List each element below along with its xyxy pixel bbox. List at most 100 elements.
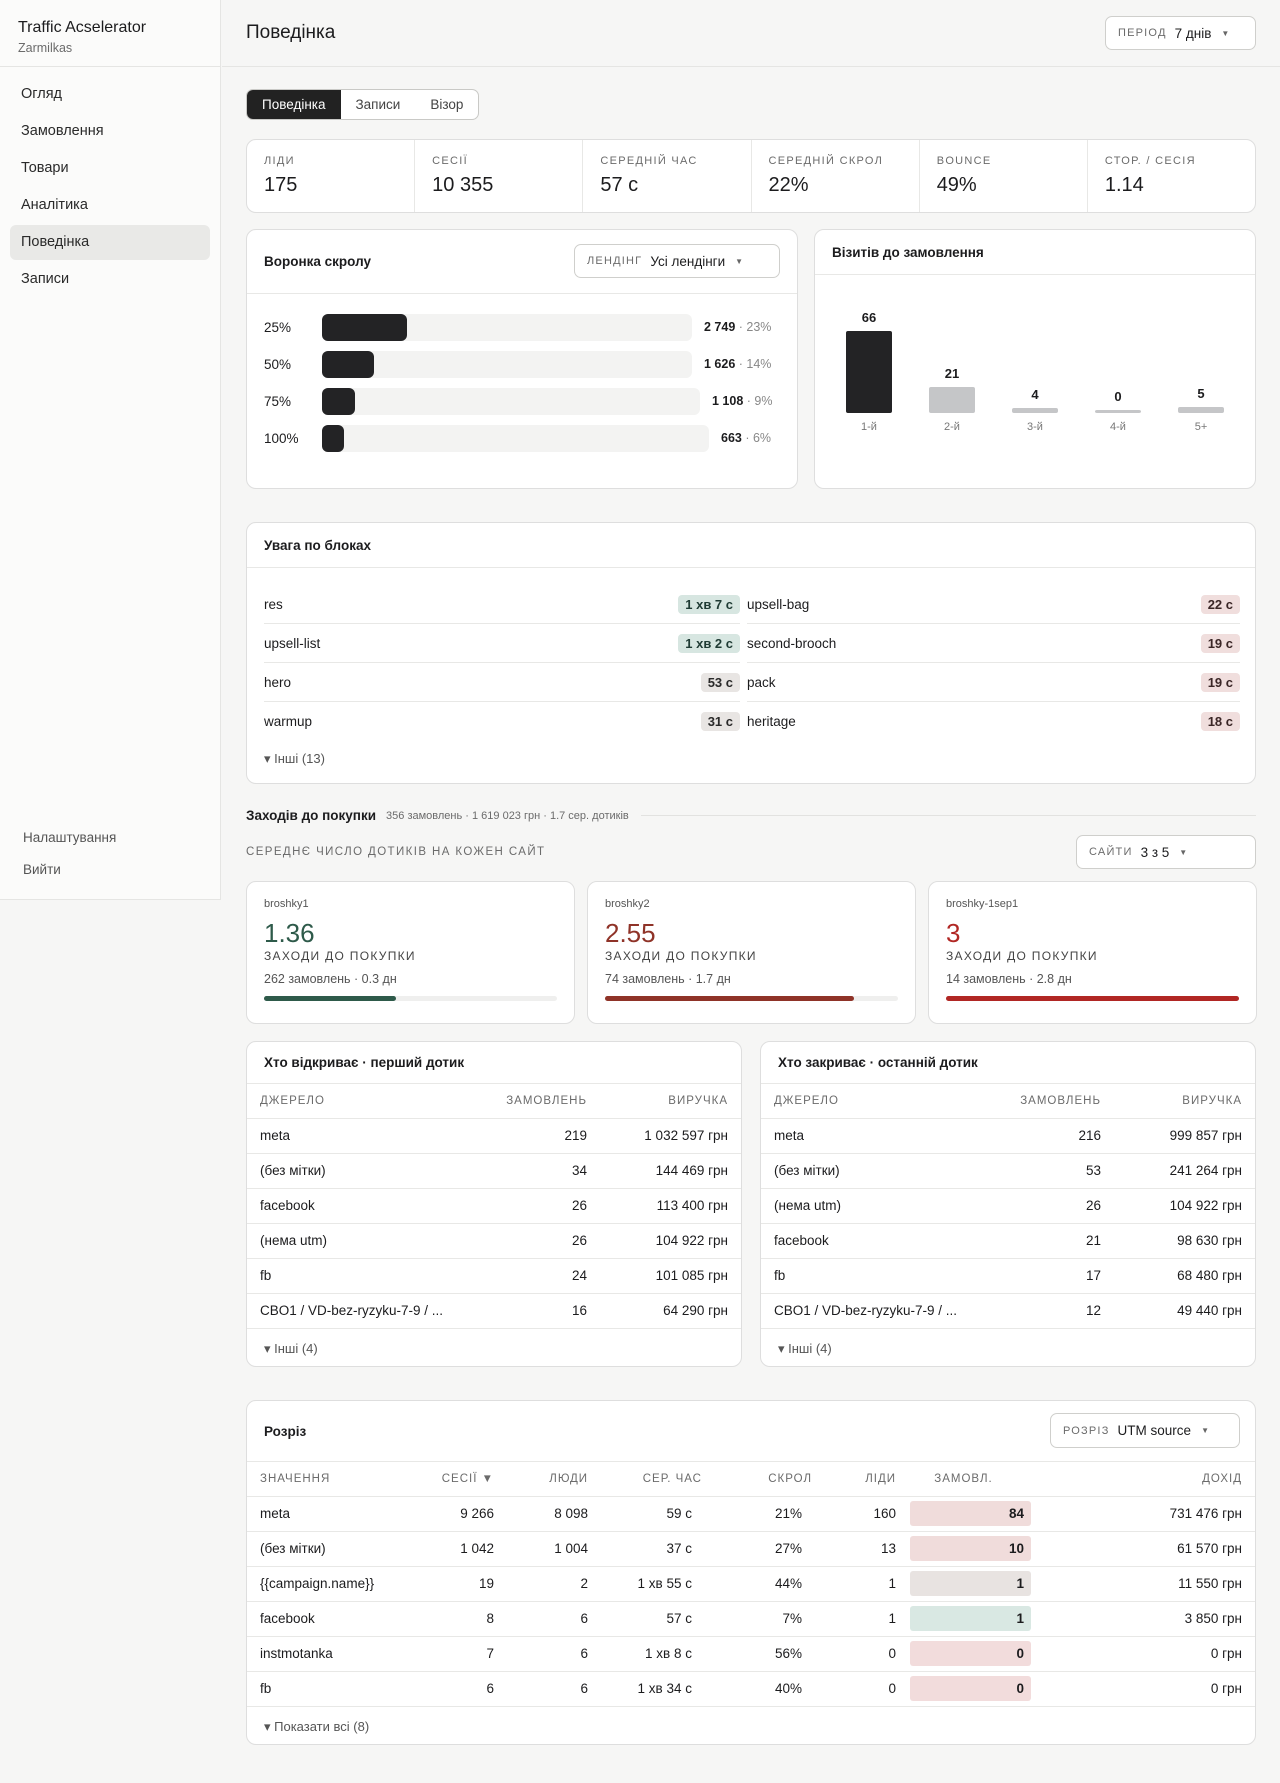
revenue-cell: 104 922 грн — [587, 1223, 741, 1259]
revenue-cell: 999 857 грн — [1101, 1118, 1255, 1154]
funnel-count-value: 663 — [721, 431, 742, 445]
source-cell: (без мітки) — [247, 1153, 487, 1189]
block-name: res — [264, 596, 283, 612]
block-name: upsell-list — [264, 635, 321, 651]
slice-select-value: UTM source — [1117, 1423, 1192, 1438]
header: Поведінка Період 7 днів ▼ — [222, 0, 1280, 67]
orders-cell: 17 — [1001, 1258, 1101, 1294]
column-header: Замовлень — [1001, 1084, 1101, 1119]
table-row: (без мітки) 53 241 264 грн — [761, 1153, 1255, 1189]
sidebar-item-products[interactable]: Товари — [21, 160, 69, 176]
attention-header: Увага по блоках — [247, 523, 1255, 568]
sites-select[interactable]: Сайти 3 з 5 ▼ — [1076, 835, 1256, 869]
landing-select[interactable]: Лендінг Усі лендінги ▼ — [574, 244, 780, 278]
attention-row: pack 19 с — [747, 663, 1240, 702]
visits-category-label: 1-й — [861, 421, 877, 433]
block-name: upsell-bag — [747, 596, 810, 612]
sites-label: Сайти — [1089, 846, 1133, 858]
brand-subtitle: Zarmilkas — [18, 41, 73, 55]
site-progress-bar — [264, 996, 557, 1001]
column-header-orders: Замовл. — [896, 1462, 1031, 1497]
people-cell: 1 004 — [494, 1531, 588, 1567]
column-header-value: Значення — [247, 1462, 422, 1497]
source-cell: fb — [247, 1258, 487, 1294]
last-touch-header: Хто закриває · останній дотик — [761, 1042, 1255, 1084]
sidebar-item-overview[interactable]: Огляд — [21, 86, 63, 102]
table-row: CBO1 / VD-bez-ryzyku-7-9 / ... 16 64 290 г… — [247, 1293, 741, 1329]
column-header-avg-time: Сер. час — [588, 1462, 702, 1497]
orders-cell: 26 — [487, 1188, 587, 1224]
avg-time-cell: 37 с — [588, 1531, 702, 1567]
source-cell: facebook — [761, 1223, 1001, 1259]
table-row: CBO1 / VD-bez-ryzyku-7-9 / ... 12 49 440 г… — [761, 1293, 1255, 1329]
slice-select-label: Розріз — [1063, 1424, 1110, 1437]
sidebar-item-behavior[interactable]: Поведінка — [10, 225, 210, 260]
block-time-badge: 1 хв 2 с — [678, 633, 740, 653]
visits-bar — [846, 331, 892, 413]
tab-visor[interactable]: Візор — [430, 97, 464, 112]
leads-cell: 1 — [812, 1601, 896, 1637]
funnel-percent: 50% — [264, 356, 292, 372]
slice-select[interactable]: Розріз UTM source ▼ — [1050, 1413, 1240, 1448]
funnel-count: 663 · 6% — [721, 431, 771, 445]
funnel-count: 1 108 · 9% — [712, 394, 772, 408]
funnel-percent: 100% — [264, 430, 299, 446]
block-time-badge: 19 с — [1200, 672, 1240, 692]
column-header-sessions[interactable]: Сесії ▼ — [422, 1462, 494, 1497]
block-name: warmup — [264, 714, 313, 729]
revenue-cell: 0 грн — [1031, 1636, 1255, 1672]
last-touch-card: Хто закриває · останній дотик Джерело Зам… — [760, 1041, 1256, 1367]
visits-bar — [1095, 410, 1141, 413]
revenue-cell: 113 400 грн — [587, 1188, 741, 1224]
scroll-cell: 40% — [702, 1671, 812, 1707]
value-cell: facebook — [247, 1601, 422, 1637]
sidebar-item-analytics[interactable]: Аналітика — [21, 197, 88, 213]
column-header: Замовлень — [487, 1084, 587, 1119]
orders-cell: 1 — [896, 1601, 1031, 1637]
attention-more-toggle[interactable]: ▾ Інші (13) — [264, 751, 325, 766]
stat-leads: Ліди 175 — [247, 140, 416, 212]
revenue-cell: 731 476 грн — [1031, 1496, 1255, 1532]
chevron-down-icon: ▼ — [1221, 28, 1230, 38]
people-cell: 6 — [494, 1671, 588, 1707]
orders-cell: 21 — [1001, 1223, 1101, 1259]
tab-behavior[interactable]: Поведінка — [247, 90, 341, 119]
last-touch-more-toggle[interactable]: ▾ Інші (4) — [778, 1341, 832, 1356]
tab-recordings[interactable]: Записи — [355, 97, 401, 112]
revenue-cell: 11 550 грн — [1031, 1566, 1255, 1602]
sessions-cell: 1 042 — [422, 1531, 494, 1567]
first-touch-more-toggle[interactable]: ▾ Інші (4) — [264, 1341, 318, 1356]
logout-link[interactable]: Вийти — [23, 862, 61, 877]
value-cell: instmotanka — [247, 1636, 422, 1672]
avg-time-cell: 59 с — [588, 1496, 702, 1532]
period-select[interactable]: Період 7 днів ▼ — [1105, 16, 1256, 50]
funnel-bar-track — [322, 313, 692, 341]
site-progress-bar — [946, 996, 1239, 1001]
table-row: (нема utm) 26 104 922 грн — [761, 1188, 1255, 1224]
table-row: {{campaign.name}} 19 2 1 хв 55 с 44% 1 1 11 550… — [247, 1566, 1255, 1602]
section-divider — [640, 815, 1256, 816]
journey-subtitle: 356 замовлень · 1 619 023 грн · 1.7 сер.… — [386, 809, 629, 822]
attention-row: second-brooch 19 с — [747, 624, 1240, 663]
attention-row: res 1 хв 7 с — [264, 585, 740, 624]
leads-cell: 160 — [812, 1496, 896, 1532]
visits-header: Візитів до замовлення — [815, 230, 1255, 275]
block-time-badge: 19 с — [1200, 633, 1240, 653]
funnel-bar-track — [322, 350, 692, 378]
visits-category-label: 5+ — [1195, 421, 1208, 433]
settings-link[interactable]: Налаштування — [23, 830, 117, 845]
visits-title: Візитів до замовлення — [832, 244, 984, 260]
sites-value: 3 з 5 — [1140, 844, 1170, 860]
brand: Traffic Acselerator Zarmilkas — [0, 0, 220, 67]
revenue-cell: 49 440 грн — [1101, 1293, 1255, 1329]
table-row: fb 6 6 1 хв 34 с 40% 0 0 0 грн — [247, 1671, 1255, 1707]
sidebar-item-orders[interactable]: Замовлення — [21, 123, 104, 139]
stat-avg-time: Середній час 57 с — [583, 140, 752, 212]
orders-cell: 12 — [1001, 1293, 1101, 1329]
stat-avg-scroll: Середній скрол 22% — [752, 140, 920, 212]
orders-badge: 0 — [910, 1641, 1031, 1666]
funnel-share: · 23% — [738, 320, 772, 334]
show-all-toggle[interactable]: ▾ Показати всі (8) — [264, 1719, 370, 1734]
sidebar-item-recordings[interactable]: Записи — [21, 271, 70, 287]
site-caption: заходи до покупки — [946, 949, 1098, 963]
